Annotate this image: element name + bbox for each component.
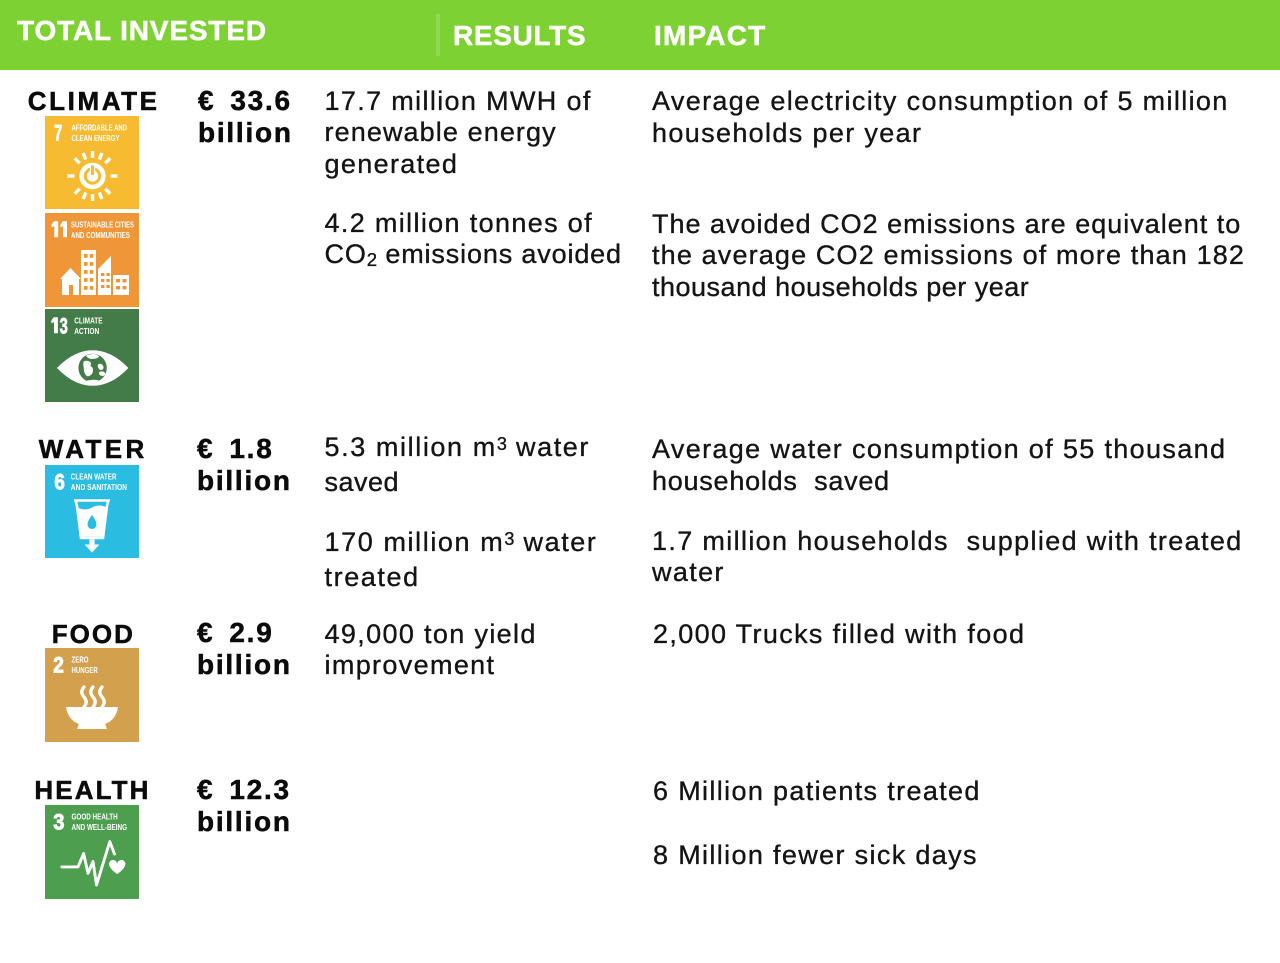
svg-text:HUNGER: HUNGER	[71, 664, 97, 674]
svg-text:3: 3	[59, 313, 67, 338]
svg-text:CLEAN ENERGY: CLEAN ENERGY	[71, 132, 119, 142]
svg-text:7: 7	[54, 120, 62, 145]
svg-text:GOOD HEALTH: GOOD HEALTH	[71, 812, 117, 822]
svg-text:ZERO: ZERO	[71, 654, 88, 664]
svg-text:AND WELL-BEING: AND WELL-BEING	[71, 822, 127, 832]
svg-text:ACTION: ACTION	[74, 326, 99, 336]
svg-text:2: 2	[53, 652, 64, 677]
svg-text:SUSTAINABLE CITIES: SUSTAINABLE CITIES	[71, 219, 134, 229]
svg-text:AND COMMUNITIES: AND COMMUNITIES	[71, 229, 130, 239]
svg-text:CLEAN WATER: CLEAN WATER	[70, 472, 116, 482]
svg-text:CLIMATE: CLIMATE	[74, 316, 103, 326]
svg-text:3: 3	[53, 809, 64, 834]
svg-text:6: 6	[54, 469, 65, 494]
svg-text:AND SANITATION: AND SANITATION	[70, 482, 126, 492]
svg-text:AFFORDABLE AND: AFFORDABLE AND	[71, 122, 127, 132]
